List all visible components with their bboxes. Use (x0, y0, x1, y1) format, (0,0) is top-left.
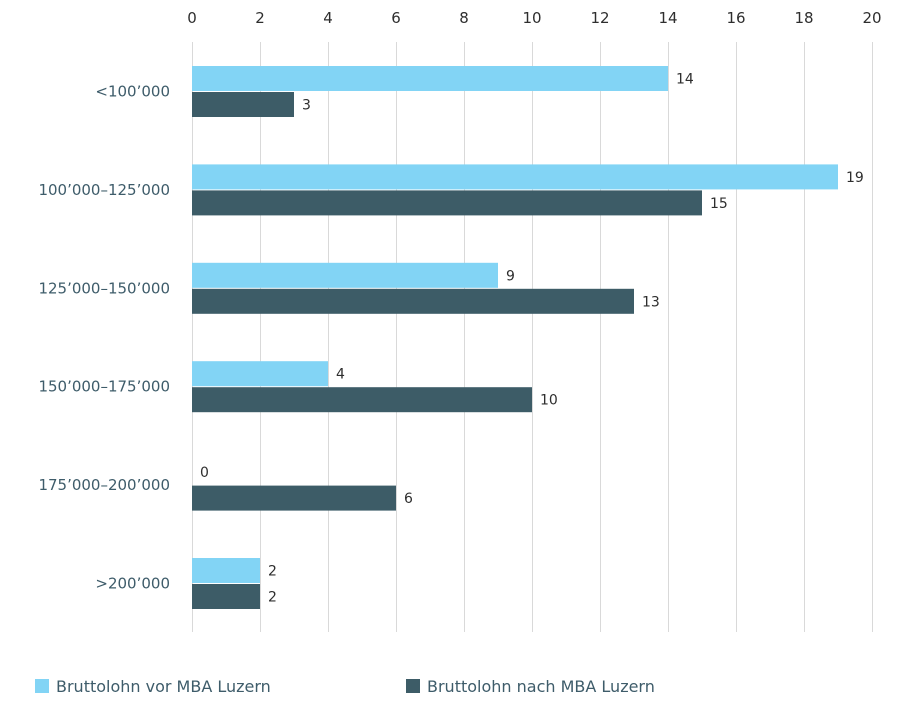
legend-swatch-vor (35, 679, 49, 693)
x-tick-label-4: 4 (323, 9, 333, 27)
x-tick-label-8: 8 (459, 9, 469, 27)
x-tick-label-0: 0 (187, 9, 197, 27)
legend: Bruttolohn vor MBA Luzern Bruttolohn nach… (35, 677, 655, 696)
bar-vor-5 (192, 558, 260, 583)
bar-vor-1 (192, 164, 838, 190)
bar-vor-3 (192, 361, 328, 387)
legend-label-vor: Bruttolohn vor MBA Luzern (56, 677, 271, 696)
bar-vor-0 (192, 66, 668, 91)
x-tick-label-2: 2 (255, 9, 265, 27)
bar-nach-2 (192, 288, 634, 314)
x-tick-label-20: 20 (862, 9, 881, 27)
data-label-vor-5: 2 (268, 564, 277, 580)
category-label-4: 175’000–200’000 (38, 476, 170, 494)
legend-swatch-nach (406, 679, 420, 693)
data-label-nach-2: 13 (642, 294, 660, 310)
data-label-nach-0: 3 (302, 98, 311, 114)
bar-nach-0 (192, 92, 294, 117)
data-label-nach-4: 6 (404, 491, 413, 507)
bar-vor-2 (192, 262, 498, 288)
category-label-0: <100’000 (95, 83, 170, 101)
bar-nach-5 (192, 584, 260, 609)
bars (192, 66, 838, 609)
data-label-vor-1: 19 (846, 170, 864, 186)
data-label-vor-2: 9 (506, 268, 515, 284)
category-labels: <100’000 100’000–125’000 125’000–150’000 15… (38, 83, 170, 593)
x-tick-label-16: 16 (726, 9, 745, 27)
data-label-nach-3: 10 (540, 393, 558, 409)
bar-nach-3 (192, 387, 532, 413)
grid (192, 42, 873, 632)
data-label-nach-5: 2 (268, 590, 277, 606)
category-label-1: 100’000–125’000 (38, 181, 170, 199)
bar-nach-1 (192, 190, 702, 216)
legend-label-nach: Bruttolohn nach MBA Luzern (427, 677, 655, 696)
data-label-vor-0: 14 (676, 72, 694, 88)
category-label-5: >200’000 (95, 575, 170, 593)
x-tick-label-14: 14 (658, 9, 677, 27)
category-label-3: 150’000–175’000 (38, 378, 170, 396)
data-label-vor-3: 4 (336, 367, 345, 383)
bar-nach-4 (192, 485, 396, 511)
data-label-nach-1: 15 (710, 196, 728, 212)
x-axis-ticks: 0 2 4 6 8 10 12 14 16 18 20 (187, 9, 881, 27)
x-tick-label-10: 10 (522, 9, 541, 27)
category-label-2: 125’000–150’000 (38, 279, 170, 297)
x-tick-label-18: 18 (794, 9, 813, 27)
x-tick-label-6: 6 (391, 9, 401, 27)
x-tick-label-12: 12 (590, 9, 609, 27)
data-labels: 14 3 19 15 9 13 4 10 0 6 2 2 (200, 72, 864, 606)
data-label-vor-4: 0 (200, 465, 209, 481)
